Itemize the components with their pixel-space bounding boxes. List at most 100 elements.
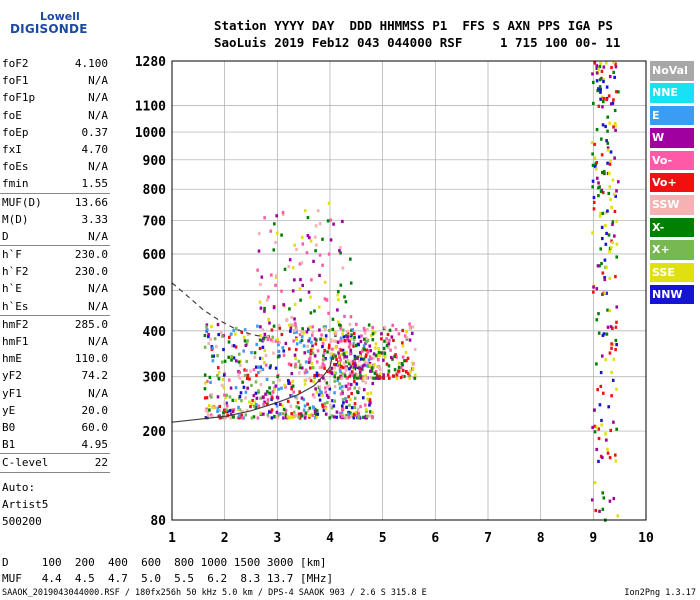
echo-point [293, 317, 296, 321]
echo-point [295, 337, 298, 342]
echo-point [356, 390, 360, 395]
echo-point [614, 338, 618, 343]
echo-point [342, 356, 346, 360]
echo-point [394, 346, 397, 350]
echo-point [323, 297, 327, 301]
echo-point [304, 411, 308, 415]
echo-point [266, 335, 269, 339]
echo-point [337, 376, 341, 380]
echo-point [238, 415, 241, 420]
x-tick-label: 1 [168, 531, 176, 546]
echo-point [598, 264, 601, 268]
param-name: hmF2 [2, 317, 29, 331]
echo-point [352, 365, 356, 369]
echo-point [349, 257, 352, 261]
echo-point [363, 363, 366, 367]
echo-point [239, 391, 243, 395]
legend-item-w: W [650, 128, 694, 148]
echo-point [318, 221, 322, 226]
echo-point [221, 415, 225, 419]
echo-point [295, 397, 299, 401]
echo-point [253, 355, 257, 359]
echo-point [347, 410, 350, 415]
echo-point [298, 390, 301, 394]
echo-point [328, 415, 332, 420]
echo-point [596, 89, 600, 93]
echo-point [251, 398, 254, 403]
echo-point [259, 369, 262, 373]
echo-point [353, 379, 356, 384]
echo-point [205, 396, 209, 400]
echo-point [595, 64, 599, 68]
echo-point [340, 376, 344, 380]
echo-point [234, 398, 238, 402]
echo-point [387, 376, 391, 380]
echo-point [339, 366, 342, 371]
echo-point [320, 373, 323, 378]
echo-point [206, 416, 209, 420]
echo-point [365, 340, 368, 344]
echo-point [350, 328, 353, 332]
echo-point [361, 375, 365, 379]
echo-point [353, 386, 357, 390]
echo-point [306, 344, 309, 349]
echo-point [303, 371, 307, 375]
y-tick-label: 600 [143, 248, 167, 263]
echo-point [377, 365, 381, 369]
echo-point [273, 414, 276, 419]
echo-point [223, 372, 226, 376]
echo-point [339, 336, 343, 340]
echo-point [271, 335, 275, 339]
echo-point [593, 481, 597, 485]
echo-point [291, 323, 295, 327]
echo-point [352, 367, 355, 371]
echo-point [305, 330, 309, 334]
echo-point [209, 337, 212, 341]
echo-point [369, 357, 373, 361]
echo-point [359, 364, 362, 369]
param-name: foEs [2, 160, 29, 174]
echo-point [604, 432, 607, 436]
echo-point [257, 390, 260, 394]
echo-point [607, 191, 611, 196]
echo-point [300, 335, 304, 339]
echo-point [289, 323, 293, 327]
echo-point [337, 360, 340, 364]
echo-point [614, 62, 617, 66]
echo-point [220, 383, 224, 387]
echo-point [322, 376, 325, 380]
echo-point [306, 215, 310, 220]
echo-point [392, 338, 395, 343]
echo-point [602, 332, 606, 336]
param-row: hmE 110.0 [0, 350, 110, 367]
echo-point [321, 345, 324, 349]
echo-point [397, 361, 401, 365]
echo-point [377, 351, 381, 355]
echo-point [392, 374, 396, 378]
echo-point [345, 330, 349, 334]
trace-line-trace_O [171, 355, 334, 423]
echo-point [232, 344, 236, 348]
echo-point [297, 412, 301, 416]
echo-point [321, 405, 325, 409]
echo-point [367, 323, 371, 327]
echo-point [310, 278, 313, 282]
echo-point [341, 397, 345, 402]
echo-point [343, 295, 346, 299]
echo-point [268, 386, 271, 390]
echo-point [396, 371, 400, 375]
echo-point [302, 331, 305, 335]
echo-point [240, 413, 244, 417]
echo-point [242, 385, 246, 389]
echo-point [364, 381, 368, 385]
echo-point [238, 395, 242, 399]
echo-point [220, 415, 224, 420]
echo-point [266, 398, 270, 402]
echo-point [363, 331, 367, 335]
echo-point [293, 365, 297, 369]
echo-point [237, 414, 241, 418]
echo-point [592, 207, 596, 211]
echo-point [243, 373, 247, 378]
echo-point [323, 327, 327, 331]
echo-point [313, 235, 317, 239]
